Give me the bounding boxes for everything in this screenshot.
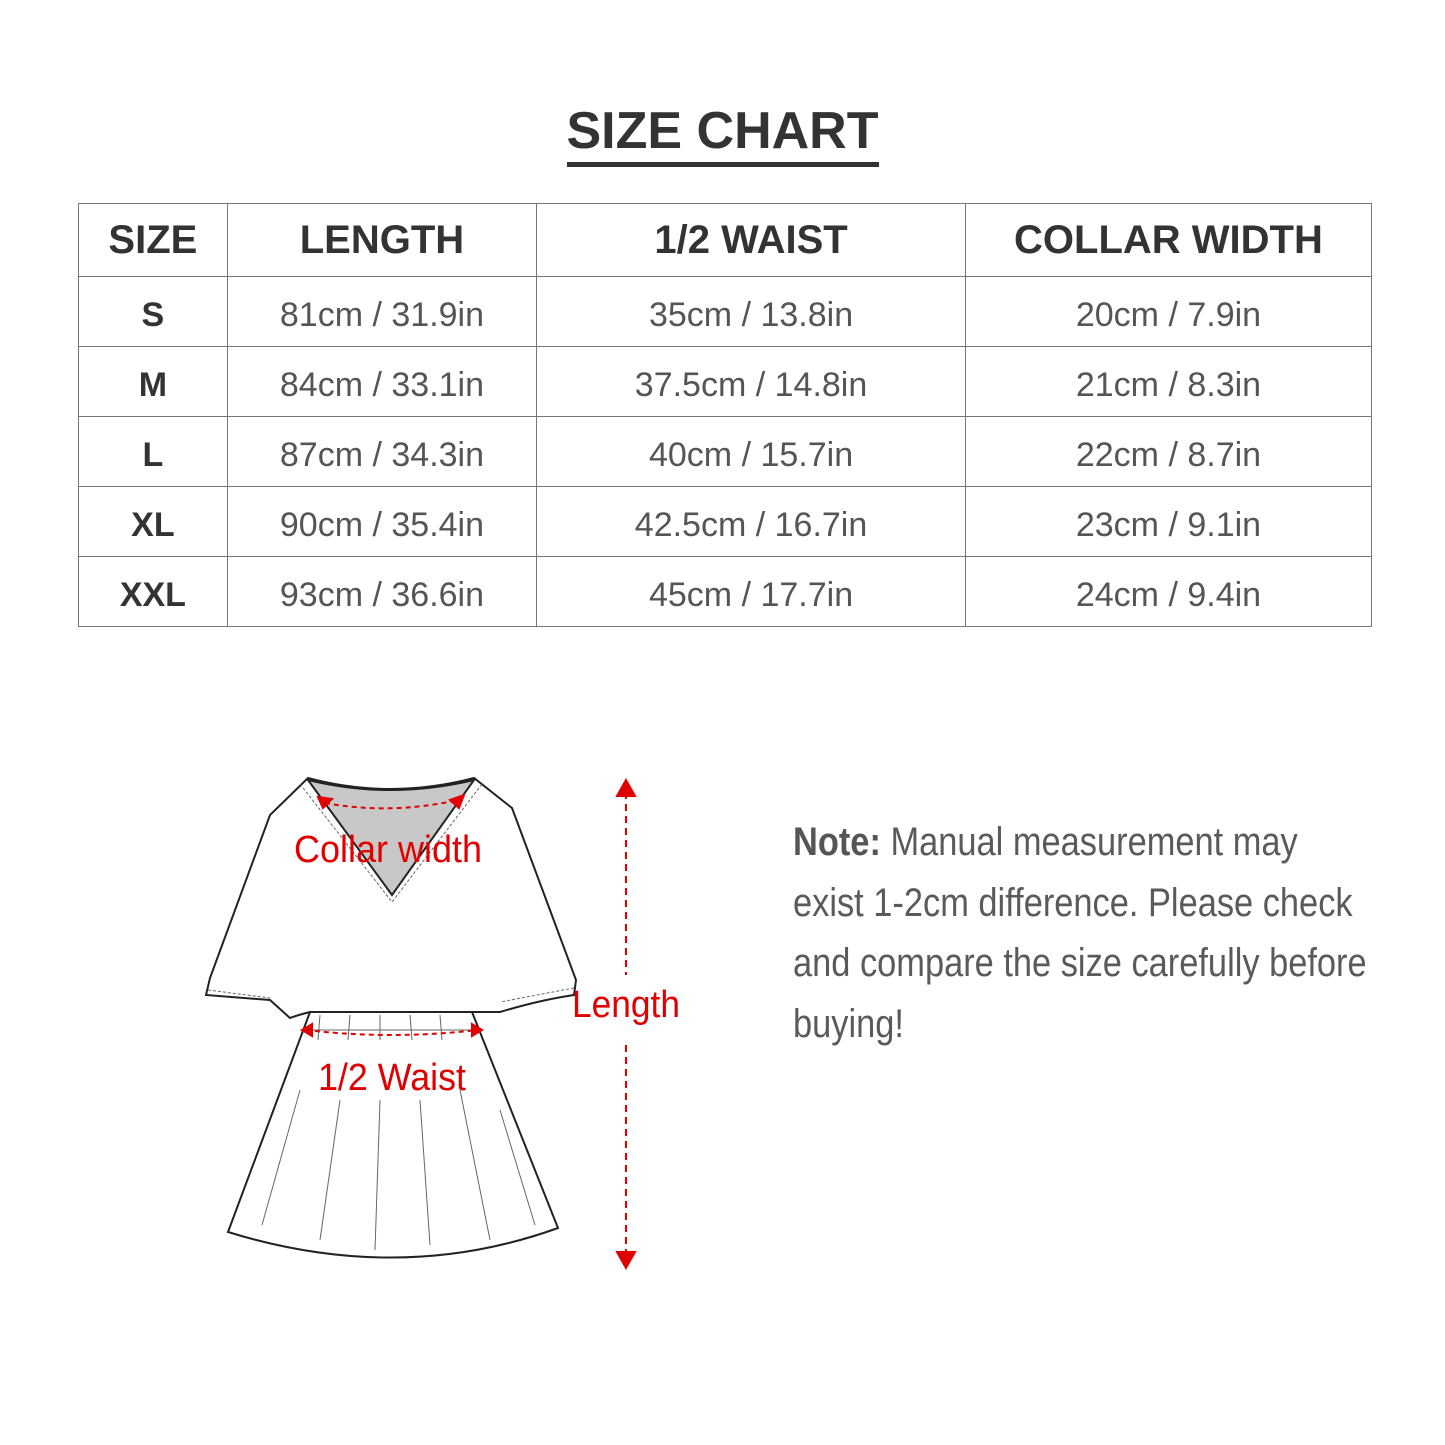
table-row: M 84cm / 33.1in 37.5cm / 14.8in 21cm / 8…	[78, 346, 1373, 417]
collar-cell: 24cm / 9.4in	[964, 556, 1373, 627]
table-header-row: SIZE LENGTH 1/2 WAIST COLLAR WIDTH	[78, 203, 1373, 277]
size-table: SIZE LENGTH 1/2 WAIST COLLAR WIDTH S 81c…	[78, 203, 1373, 627]
dress-bodice	[204, 776, 578, 1020]
waist-label: 1/2 Waist	[318, 1057, 466, 1099]
size-cell: S	[78, 276, 228, 347]
length-cell: 90cm / 35.4in	[226, 486, 538, 557]
size-cell: L	[78, 416, 228, 487]
collar-cell: 21cm / 8.3in	[964, 346, 1373, 417]
length-cell: 93cm / 36.6in	[226, 556, 538, 627]
header-collar-width: COLLAR WIDTH	[964, 203, 1373, 277]
length-cell: 87cm / 34.3in	[226, 416, 538, 487]
waist-cell: 42.5cm / 16.7in	[536, 486, 966, 557]
collar-cell: 22cm / 8.7in	[964, 416, 1373, 487]
table-row: XXL 93cm / 36.6in 45cm / 17.7in 24cm / 9…	[78, 556, 1373, 627]
size-cell: M	[78, 346, 228, 417]
collar-cell: 23cm / 9.1in	[964, 486, 1373, 557]
size-cell: XL	[78, 486, 228, 557]
length-label: Length	[572, 984, 680, 1026]
size-cell: XXL	[78, 556, 228, 627]
header-waist: 1/2 WAIST	[536, 203, 966, 277]
dress-diagram: Collar width 1/2 Waist Length	[204, 776, 680, 1271]
header-length: LENGTH	[226, 203, 538, 277]
waist-cell: 35cm / 13.8in	[536, 276, 966, 347]
note-label: Note:	[793, 820, 881, 864]
waist-cell: 45cm / 17.7in	[536, 556, 966, 627]
dress-skirt	[226, 1011, 560, 1259]
waist-cell: 40cm / 15.7in	[536, 416, 966, 487]
header-size: SIZE	[78, 203, 228, 277]
table-row: S 81cm / 31.9in 35cm / 13.8in 20cm / 7.9…	[78, 276, 1373, 347]
dress-neckline	[305, 778, 477, 897]
table-row: L 87cm / 34.3in 40cm / 15.7in 22cm / 8.7…	[78, 416, 1373, 487]
collar-width-label: Collar width	[294, 829, 482, 871]
collar-cell: 20cm / 7.9in	[964, 276, 1373, 347]
page-title: SIZE CHART	[0, 100, 1445, 167]
table-row: XL 90cm / 35.4in 42.5cm / 16.7in 23cm / …	[78, 486, 1373, 557]
length-cell: 84cm / 33.1in	[226, 346, 538, 417]
waist-cell: 37.5cm / 14.8in	[536, 346, 966, 417]
note-text: Manual measurement may exist 1-2cm diffe…	[793, 820, 1367, 1046]
length-cell: 81cm / 31.9in	[226, 276, 538, 347]
measurement-note: Note: Manual measurement may exist 1-2cm…	[793, 812, 1378, 1054]
